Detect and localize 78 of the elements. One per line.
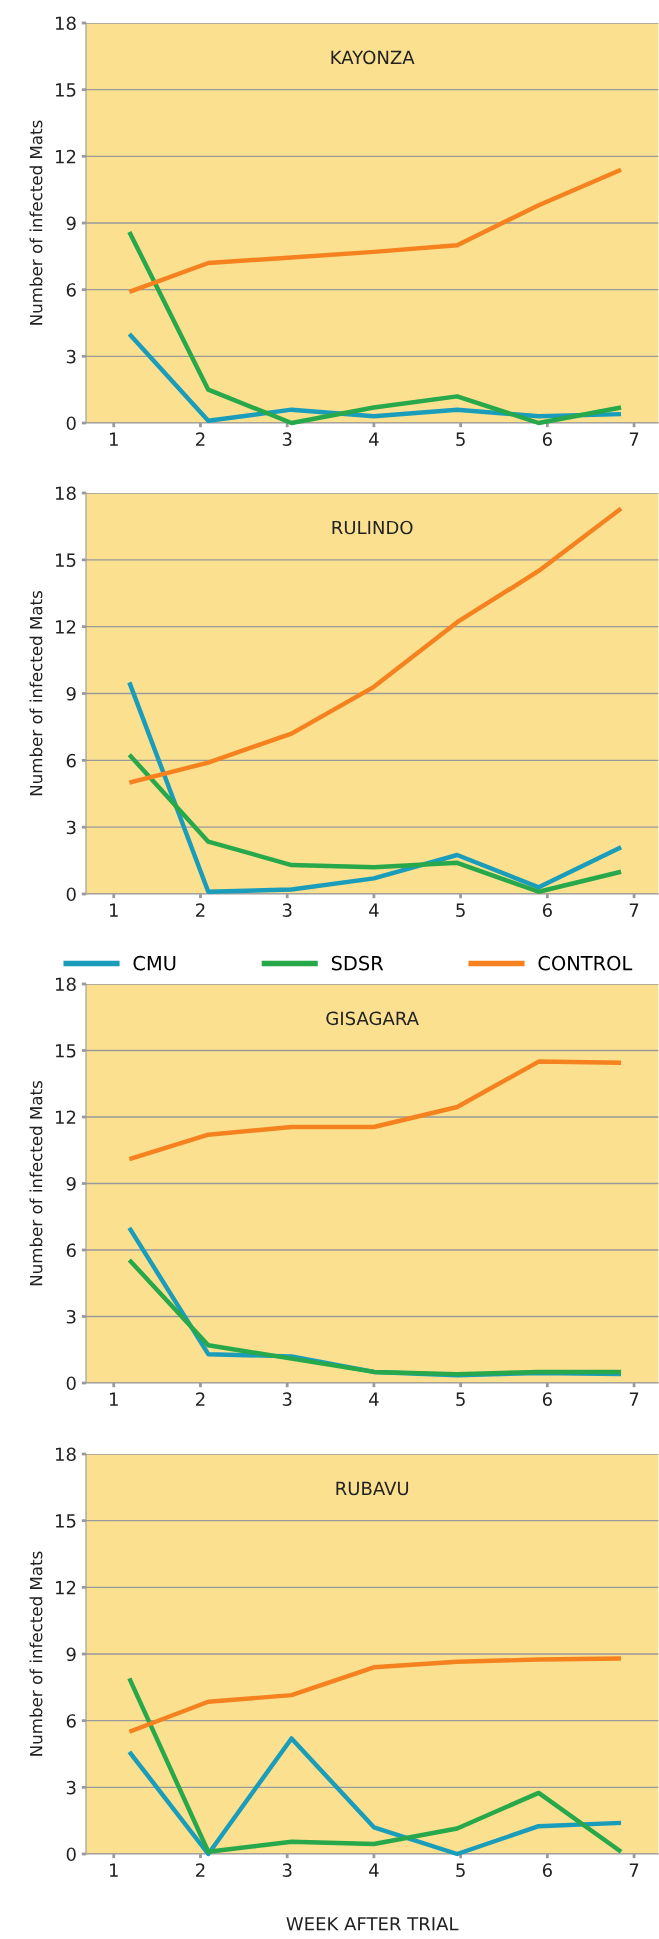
x-tick-label: 5 [456, 1863, 465, 1877]
x-tick-label: 6 [542, 432, 552, 446]
y-tick-label: 0 [66, 1847, 76, 1862]
x-tick-label: 1 [109, 903, 118, 917]
x-tick-label: 2 [196, 903, 205, 917]
y-axis-title: Number of infected Mats [29, 120, 43, 325]
x-tick-label: 7 [629, 1392, 639, 1406]
x-tick-label: 3 [282, 1863, 292, 1877]
x-tick-label: 1 [109, 432, 118, 446]
x-tick-label: 5 [456, 432, 465, 446]
y-tick-label: 15 [55, 83, 76, 97]
legend-label: CONTROL [538, 955, 633, 971]
text: RUBAVU [336, 1481, 409, 1496]
x-tick-label: 7 [629, 432, 639, 446]
x-tick-label: 4 [369, 432, 379, 446]
x-tick-label: 2 [196, 432, 205, 446]
y-tick-label: 3 [66, 1309, 76, 1324]
y-tick-label: 3 [66, 820, 76, 835]
line-series [127, 1059, 624, 1162]
y-tick-label: 12 [55, 1110, 76, 1124]
line-series [127, 680, 624, 894]
y-tick-label: 12 [55, 149, 76, 164]
y-tick-label: 18 [55, 1447, 76, 1462]
y-tick-label: 6 [66, 1714, 76, 1728]
x-tick-label: 1 [109, 1392, 118, 1406]
x-tick-label: 4 [369, 903, 379, 917]
line-series [127, 506, 624, 785]
y-tick-label: 18 [55, 977, 76, 992]
y-tick-label: 3 [66, 349, 76, 364]
x-tick-label: 6 [542, 1392, 552, 1406]
x-tick-label: 2 [196, 1863, 205, 1877]
y-tick-label: 18 [55, 16, 76, 31]
line-series [127, 1257, 624, 1377]
y-tick-label: 3 [66, 1780, 76, 1795]
x-tick-label: 5 [456, 1392, 465, 1406]
legend-label: SDSR [331, 955, 384, 971]
y-tick-label: 0 [66, 887, 76, 902]
x-tick-label: 7 [629, 903, 639, 917]
y-tick-label: 12 [55, 1580, 76, 1595]
text: KAYONZA [331, 50, 415, 65]
x-tick-label: 1 [109, 1863, 118, 1877]
y-tick-label: 15 [55, 1514, 76, 1528]
text: GISAGARA [326, 1011, 419, 1026]
y-tick-label: 6 [66, 1243, 76, 1258]
y-tick-label: 15 [55, 1044, 76, 1058]
line-series [127, 229, 624, 426]
y-tick-label: 9 [66, 1647, 76, 1662]
y-tick-label: 9 [66, 216, 76, 231]
x-tick-label: 4 [369, 1392, 379, 1406]
x-tick-label: 3 [282, 903, 292, 917]
y-tick-label: 18 [55, 486, 76, 501]
line-series [127, 1656, 624, 1734]
y-tick-label: 9 [66, 686, 76, 701]
x-tick-label: 5 [456, 903, 465, 917]
text: RULINDO [332, 520, 413, 535]
y-axis-title: Number of infected Mats [29, 591, 43, 796]
y-axis-title: Number of infected Mats [29, 1081, 43, 1286]
y-tick-label: 0 [66, 1376, 76, 1391]
x-tick-label: 4 [369, 1863, 379, 1877]
y-tick-label: 12 [55, 620, 76, 634]
line-series [127, 167, 624, 295]
x-tick-label: 7 [629, 1863, 639, 1877]
x-tick-label: 3 [282, 1392, 292, 1406]
y-tick-label: 6 [66, 283, 76, 297]
line-series [127, 1676, 624, 1854]
y-tick-label: 0 [66, 416, 76, 431]
y-tick-label: 9 [66, 1176, 76, 1191]
x-axis-title: WEEK AFTER TRIAL [286, 1917, 459, 1931]
y-axis-title: Number of infected Mats [29, 1551, 43, 1756]
legend-label: CMU [133, 955, 176, 971]
line-series [127, 752, 624, 894]
line-series [127, 1736, 624, 1857]
x-tick-label: 6 [542, 1863, 552, 1877]
y-tick-label: 15 [55, 553, 76, 567]
y-tick-label: 6 [66, 753, 76, 768]
x-tick-label: 3 [282, 432, 292, 446]
x-tick-label: 6 [542, 903, 552, 917]
x-tick-label: 2 [196, 1392, 205, 1406]
